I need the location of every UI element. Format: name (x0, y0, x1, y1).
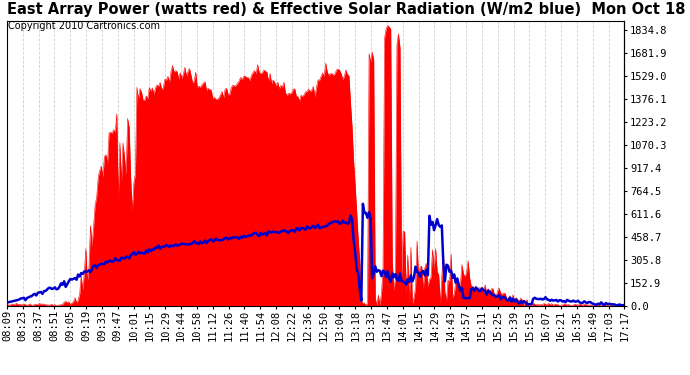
Text: East Array Power (watts red) & Effective Solar Radiation (W/m2 blue)  Mon Oct 18: East Array Power (watts red) & Effective… (7, 2, 690, 17)
Text: Copyright 2010 Cartronics.com: Copyright 2010 Cartronics.com (8, 21, 160, 31)
